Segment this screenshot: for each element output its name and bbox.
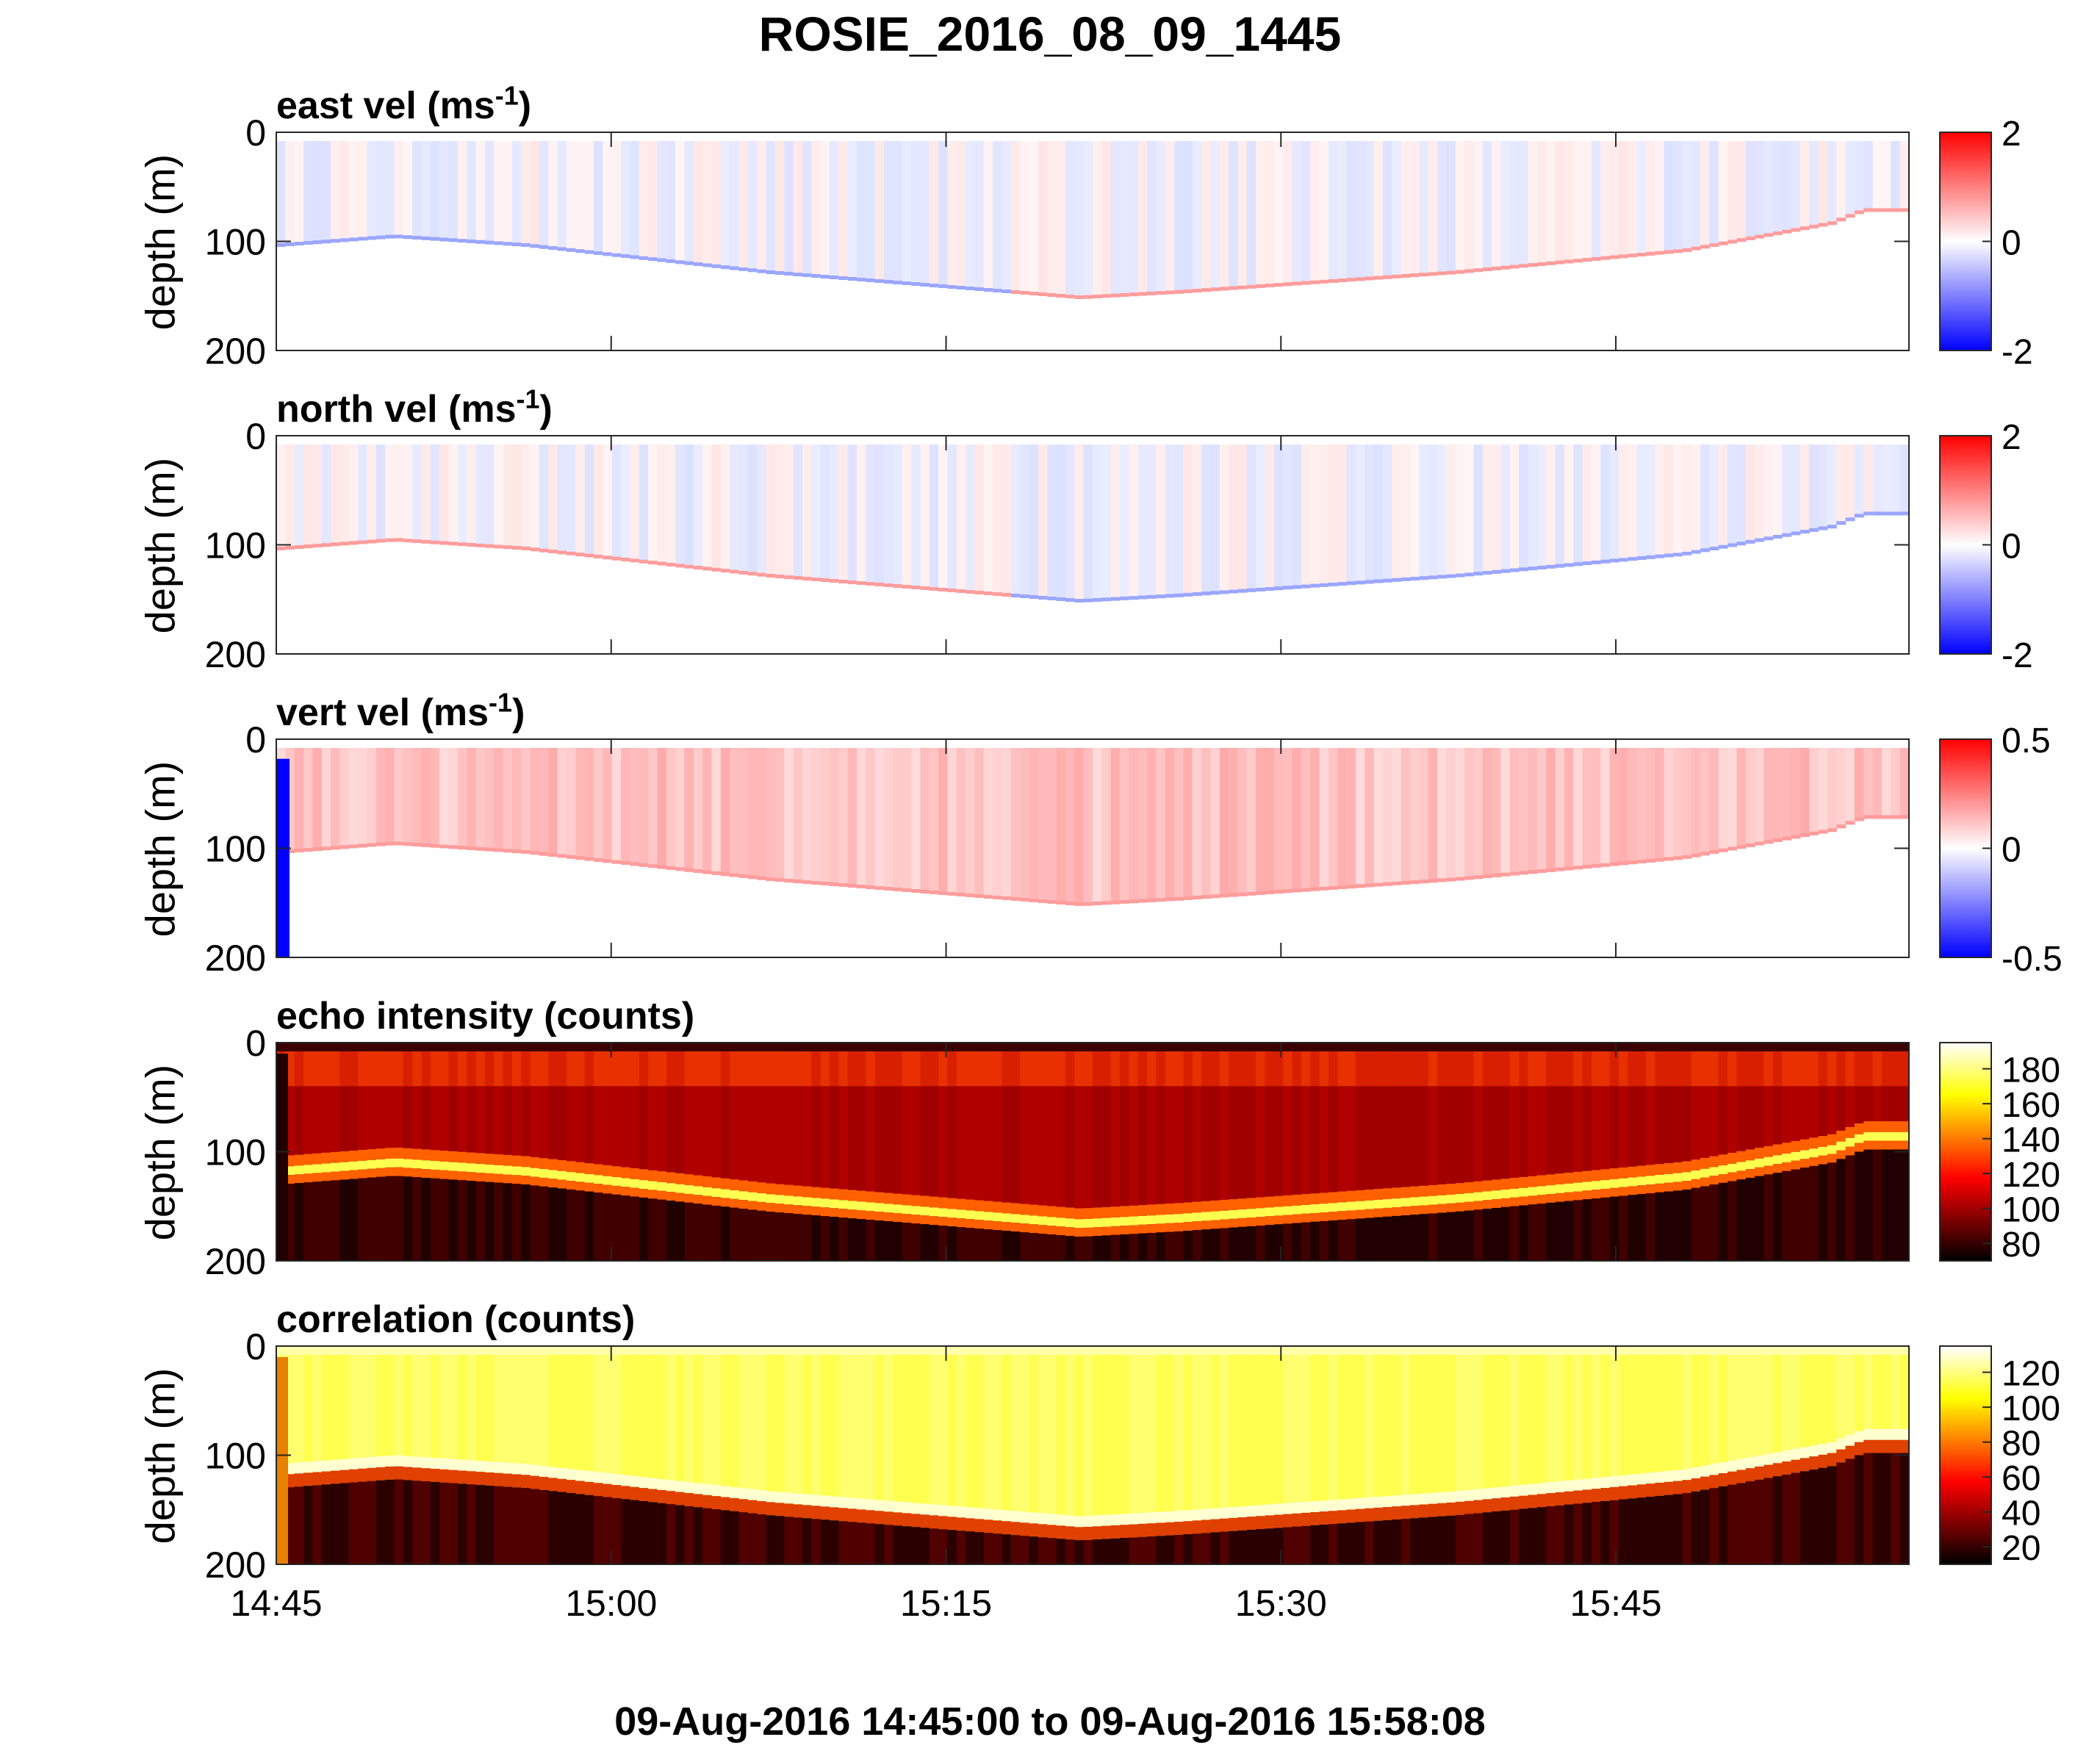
y-tick-label: 200 [205,1241,266,1282]
colorbar-tick-label: 60 [2002,1459,2040,1498]
colorbar-tick-label: 2 [2002,418,2021,457]
y-tick-label: 200 [205,634,266,675]
colorbar-tick-label: -0.5 [2002,940,2063,979]
panel-2: 0 100 200 2 0 -2 [205,416,2033,675]
panel-title: echo intensity (counts) [276,995,695,1037]
x-tick-label: 15:15 [900,1583,992,1624]
colorbar-tick-label: -2 [2002,333,2033,372]
time-range-label: 09-Aug-2016 14:45:00 to 09-Aug-2016 15:5… [614,1700,1486,1744]
colorbar-tick-label: 40 [2002,1495,2040,1533]
colorbar-tick-label: 0 [2002,224,2021,263]
heatmap [276,436,1910,654]
y-tick-label: 100 [205,1132,266,1173]
y-tick-label: 100 [205,222,266,263]
panel-title: vert vel (ms-1) [276,687,525,734]
y-tick-label: 0 [245,416,266,457]
y-tick-label: 200 [205,331,266,372]
y-tick-label: 0 [245,719,266,760]
panel-title: east vel (ms-1) [276,80,532,127]
heatmap [276,132,1910,350]
colorbar-tick-label: 180 [2002,1051,2060,1090]
y-tick-label: 100 [205,829,266,870]
x-tick-label: 15:30 [1235,1583,1327,1624]
figure-title: ROSIE_2016_08_09_1445 [758,7,1342,61]
colorbar-tick-label: 100 [2002,1389,2060,1428]
colorbar-tick-label: 0 [2002,528,2021,567]
y-tick-label: 100 [205,525,266,567]
colorbar: 2 0 -2 [1939,418,2033,675]
colorbar-tick-label: 80 [2002,1226,2040,1265]
panel-1: 0 100 200 2 0 -2 [205,112,2033,372]
y-tick-label: 200 [205,938,266,979]
colorbar-tick-label: 120 [2002,1156,2060,1195]
x-tick-label: 15:00 [565,1583,657,1624]
y-tick-label: 200 [205,1544,266,1586]
heatmap [276,1346,1910,1564]
colorbar-tick-label: -2 [2002,636,2033,675]
panel-3: 0 100 200 0.5 0 -0.5 [205,719,2063,979]
colorbar: 2 0 -2 [1939,115,2033,372]
x-tick-label: 14:45 [230,1583,322,1624]
colorbar-tick-label: 20 [2002,1529,2040,1568]
y-tick-label: 100 [205,1436,266,1477]
y-tick-label: 0 [245,1023,266,1064]
x-tick-label: 15:45 [1569,1583,1661,1624]
panel-title: correlation (counts) [276,1298,636,1341]
colorbar-tick-label: 80 [2002,1425,2040,1464]
colorbar-tick-label: 0 [2002,831,2021,870]
colorbar: 0.5 0 -0.5 [1939,722,2063,979]
panel-title: north vel (ms-1) [276,384,553,431]
colorbar-tick-label: 120 [2002,1355,2060,1394]
heatmap [276,739,1910,957]
colorbar-tick-label: 0.5 [2002,722,2051,760]
colorbar-tick-label: 2 [2002,115,2021,154]
colorbar-tick-label: 160 [2002,1086,2060,1125]
y-tick-label: 0 [245,112,266,154]
colorbar-tick-label: 140 [2002,1121,2060,1160]
heatmap [276,1043,1910,1261]
y-tick-label: 0 [245,1326,266,1367]
colorbar-tick-label: 100 [2002,1191,2060,1230]
